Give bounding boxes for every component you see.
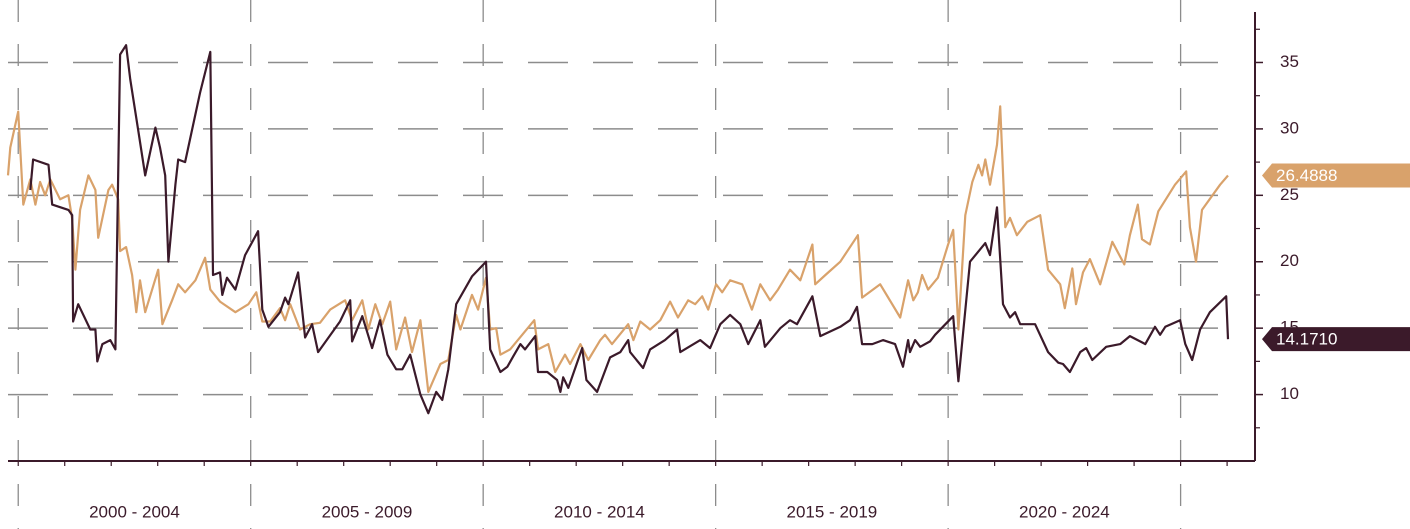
y-tick-label: 35 bbox=[1280, 52, 1299, 71]
series-line bbox=[6, 105, 1229, 393]
end-label-box bbox=[1262, 327, 1410, 352]
y-tick-label: 10 bbox=[1280, 384, 1299, 403]
series-line bbox=[29, 44, 1230, 415]
x-tick-label: 2000 - 2004 bbox=[89, 502, 180, 521]
x-tick-label: 2015 - 2019 bbox=[787, 502, 878, 521]
y-tick-label: 20 bbox=[1280, 251, 1299, 270]
end-label: 26.4888 bbox=[1276, 166, 1337, 185]
x-tick-label: 2010 - 2014 bbox=[554, 502, 645, 521]
x-tick-label: 2020 - 2024 bbox=[1019, 502, 1110, 521]
end-label-box bbox=[1262, 163, 1410, 188]
y-tick-label: 30 bbox=[1280, 118, 1299, 137]
end-label: 14.1710 bbox=[1276, 330, 1337, 349]
y-tick-label: 25 bbox=[1280, 185, 1299, 204]
x-tick-label: 2005 - 2009 bbox=[322, 502, 413, 521]
